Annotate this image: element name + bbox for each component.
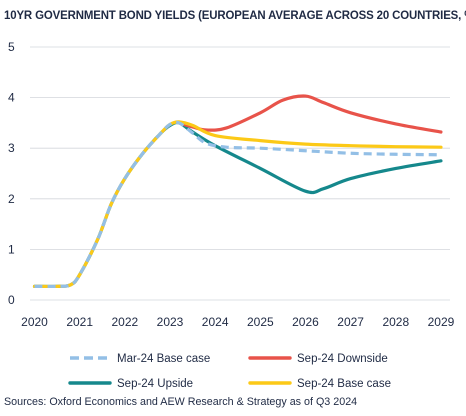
y-tick-label: 2: [8, 192, 15, 206]
legend-label: Sep-24 Base case: [297, 378, 391, 390]
chart-title: 10YR GOVERNMENT BOND YIELDS (EUROPEAN AV…: [4, 8, 466, 22]
legend: Mar-24 Base case Sep-24 Downside Sep-24 Up…: [68, 353, 391, 390]
x-tick-label: 2023: [157, 315, 184, 329]
x-tick-label: 2021: [66, 315, 93, 329]
x-tick-label: 2020: [21, 315, 48, 329]
x-tick-label: 2029: [428, 315, 455, 329]
grid-lines: [30, 46, 450, 301]
y-tick-label: 3: [8, 141, 15, 155]
source-note: Sources: Oxford Economics and AEW Resear…: [4, 396, 358, 408]
x-axis-ticks: 2020 2021 2022 2023 2024 2025 2026 2027 2028 2029: [21, 315, 454, 329]
y-tick-label: 4: [8, 91, 15, 105]
y-tick-label: 0: [8, 293, 15, 307]
x-tick-label: 2026: [292, 315, 319, 329]
y-tick-label: 5: [8, 40, 15, 54]
x-tick-label: 2027: [337, 315, 364, 329]
series-lines: [32, 94, 443, 289]
x-tick-label: 2022: [111, 315, 138, 329]
legend-label: Sep-24 Upside: [117, 378, 193, 390]
y-axis-ticks: 0 1 2 3 4 5: [8, 40, 15, 307]
series-line-sep-24-downside: [177, 94, 443, 134]
x-tick-label: 2024: [202, 315, 229, 329]
x-tick-label: 2025: [247, 315, 274, 329]
y-tick-label: 1: [8, 242, 15, 256]
legend-label: Sep-24 Downside: [297, 353, 388, 365]
series-line-mar-24-base-case: [34, 120, 441, 289]
x-tick-label: 2028: [382, 315, 409, 329]
legend-label: Mar-24 Base case: [117, 353, 210, 365]
